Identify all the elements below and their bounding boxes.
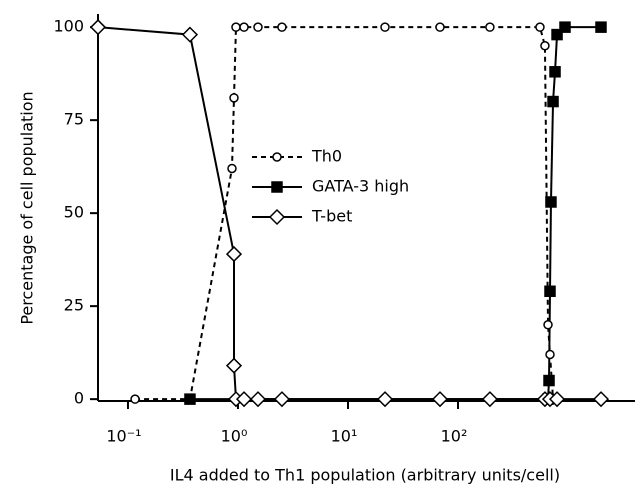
marker [273, 391, 291, 408]
marker [225, 246, 243, 263]
x-tick-label: 10² [441, 427, 468, 446]
marker [227, 163, 237, 174]
marker [249, 391, 267, 408]
series-line [189, 26, 602, 401]
legend-label: Th0 [311, 147, 342, 166]
marker [380, 22, 390, 32]
marker [239, 22, 249, 32]
series-line [135, 26, 555, 401]
marker [271, 181, 283, 193]
marker [89, 19, 107, 36]
marker [535, 22, 545, 32]
marker [277, 22, 287, 32]
marker [268, 208, 286, 226]
marker [481, 391, 498, 408]
marker [435, 22, 445, 32]
marker [549, 66, 561, 78]
marker [543, 319, 553, 330]
marker [544, 285, 556, 298]
marker [485, 22, 495, 32]
legend-label: T-bet [311, 207, 352, 226]
y-tick-label: 75 [64, 110, 84, 129]
marker [253, 22, 263, 32]
x-tick-label: 10⁰ [221, 427, 248, 446]
marker [559, 21, 571, 33]
marker [184, 393, 196, 405]
marker [545, 349, 555, 360]
marker [543, 374, 555, 387]
x-tick-label: 10¹ [331, 427, 358, 446]
legend-label: GATA-3 high [312, 177, 409, 196]
marker [229, 93, 239, 103]
y-tick-label: 50 [64, 203, 84, 222]
marker [595, 21, 607, 33]
marker [547, 95, 559, 108]
marker [225, 357, 243, 374]
marker [235, 391, 253, 408]
marker [181, 26, 199, 43]
marker [540, 41, 550, 51]
marker [130, 394, 140, 404]
marker [545, 196, 557, 208]
y-tick-label: 100 [53, 17, 84, 36]
y-tick-label: 0 [74, 389, 84, 408]
marker [548, 391, 566, 408]
marker [551, 28, 563, 41]
marker [272, 152, 282, 162]
x-axis-label: IL4 added to Th1 population (arbitrary u… [170, 466, 560, 485]
marker [231, 22, 241, 32]
y-tick-label: 25 [64, 296, 84, 315]
y-axis-label: Percentage of cell population [18, 91, 37, 324]
x-tick-label: 10⁻¹ [106, 427, 141, 446]
marker [376, 391, 394, 408]
marker [431, 391, 449, 408]
marker [592, 391, 610, 408]
